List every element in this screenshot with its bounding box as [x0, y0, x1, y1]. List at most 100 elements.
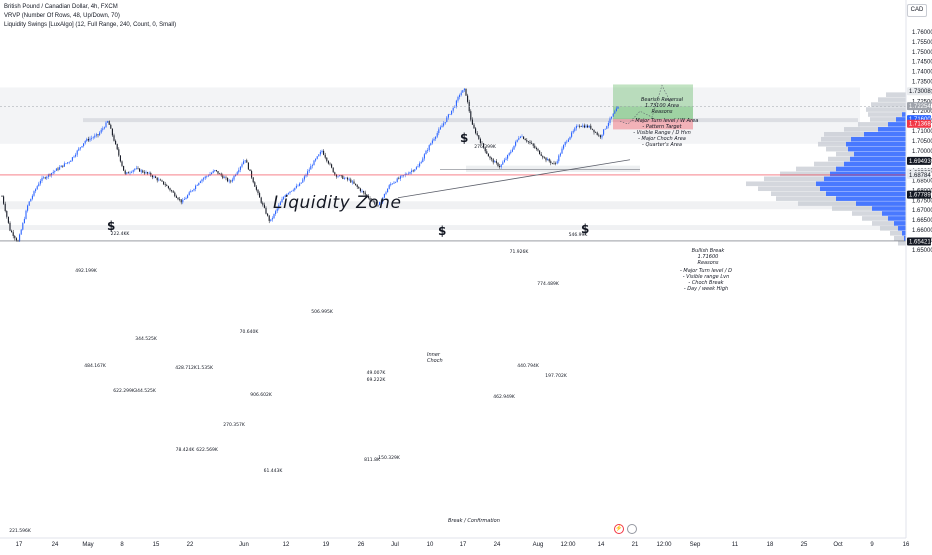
time-tick-label: 8	[120, 542, 124, 548]
candle-body	[241, 164, 243, 167]
note-line: Inner	[427, 352, 440, 358]
candle-body	[305, 174, 307, 177]
candle-body	[78, 148, 80, 151]
candle-body	[47, 174, 49, 177]
candle-body	[422, 158, 424, 163]
candle-body	[452, 107, 454, 111]
candle-body	[379, 202, 381, 206]
candle-body	[539, 150, 541, 155]
candle-body	[327, 160, 329, 164]
profile-bar-down	[886, 92, 906, 97]
candle-body	[489, 156, 491, 159]
candle-body	[444, 121, 446, 124]
candle-body	[387, 188, 389, 193]
price-axis[interactable]: 1.76000 1.75500 1.75000 1.74500 1.74000 1.735…	[907, 30, 932, 254]
candle-body	[353, 181, 355, 184]
candle-body	[609, 118, 611, 124]
profile-bar-up	[856, 201, 906, 206]
candle-body	[79, 147, 81, 149]
candle-body	[515, 141, 517, 146]
candle-body	[65, 163, 67, 164]
lightning-icon[interactable]: ⚡	[614, 524, 624, 534]
candle-body	[225, 177, 227, 179]
candle-body	[486, 151, 488, 154]
candle-body	[33, 191, 35, 196]
demand-zone-low	[0, 225, 906, 230]
candle-body	[294, 187, 296, 191]
candle-body	[55, 168, 57, 171]
candle-body	[73, 156, 75, 158]
symbol-title[interactable]: British Pound / Canadian Dollar, 4h, FXC…	[4, 4, 118, 10]
price-tag-label: 1.68784	[909, 173, 931, 179]
candle-body	[270, 219, 272, 221]
projection-path	[619, 84, 671, 125]
candle-body	[543, 157, 545, 159]
time-tick-label: Oct	[833, 542, 843, 548]
price-tick-label: 1.66000	[912, 228, 932, 234]
candle-body	[71, 157, 73, 161]
plot-background	[0, 0, 906, 538]
vrvp-indicator-label[interactable]: VRVP (Number Of Rows, 48, Up/Down, 70)	[4, 13, 120, 19]
price-tag-label: 1.71368	[909, 122, 931, 128]
candle-body	[350, 179, 352, 183]
swing-volume-label: 774.489K	[537, 281, 560, 287]
profile-bar-down	[898, 240, 906, 246]
candle-body	[491, 158, 493, 160]
swing-volume-label: 71.926K	[510, 249, 530, 255]
profile-bar-up	[850, 156, 906, 162]
profile-bar-up	[826, 191, 906, 196]
candle-body	[196, 185, 198, 186]
candle-body	[583, 125, 585, 128]
price-tag	[907, 190, 931, 199]
candle-body	[267, 213, 269, 216]
candle-body	[567, 139, 569, 142]
candle-body	[451, 110, 453, 115]
candle-body	[103, 127, 105, 129]
price-tick-label: 1.67500	[912, 198, 932, 204]
candle-body	[492, 159, 494, 163]
price-tag-label: 1.73008	[909, 89, 931, 95]
time-tick-label: May	[82, 542, 93, 548]
candle-body	[580, 126, 582, 128]
candle-body	[201, 179, 203, 182]
time-axis[interactable]: 17 24 May 8 15 22 Jun 12 19 26 Jul 10 17 24 Aug 12:00 14…	[16, 542, 910, 548]
candle-body	[4, 203, 6, 211]
candle-body	[411, 170, 413, 173]
candle-body	[423, 154, 425, 159]
profile-bar-down	[771, 191, 826, 196]
profile-bar-down	[826, 146, 848, 152]
time-tick-label: 16	[903, 542, 910, 548]
candle-body	[297, 185, 299, 187]
stop-zone	[613, 119, 693, 130]
candle-body	[459, 95, 461, 97]
candle-body	[527, 141, 529, 143]
candle-body	[591, 128, 593, 130]
candle-body	[577, 125, 579, 127]
candle-body	[372, 200, 374, 202]
price-tick-label: 1.73500	[912, 80, 932, 86]
currency-button[interactable]: CAD	[907, 4, 927, 17]
candle-body	[116, 144, 118, 150]
candle-body	[468, 101, 470, 112]
candle-body	[342, 175, 344, 179]
candle-body	[167, 186, 169, 189]
candle-body	[223, 177, 225, 179]
candle-body	[326, 157, 328, 161]
candle-body	[313, 160, 315, 166]
swing-volume-label: 546.99K	[569, 232, 589, 238]
candle-body	[67, 162, 69, 164]
profile-bar-down	[862, 216, 888, 221]
candle-body	[377, 204, 379, 206]
candle-body	[500, 164, 502, 167]
candle-body	[339, 175, 341, 177]
swing-volume-label: 70.640K	[240, 329, 260, 335]
price-tick-label: 1.71000	[912, 129, 932, 135]
swing-volume-label: 906.602K	[250, 392, 273, 398]
candle-body	[542, 155, 544, 158]
swing-volume-label: 61.443K	[264, 468, 284, 474]
dividend-icon[interactable]	[627, 524, 637, 534]
time-tick-label: 22	[187, 542, 194, 548]
liquidity-swings-indicator-label[interactable]: Liquidity Swings [LuxAlgo] (12, Full Ran…	[4, 22, 177, 28]
